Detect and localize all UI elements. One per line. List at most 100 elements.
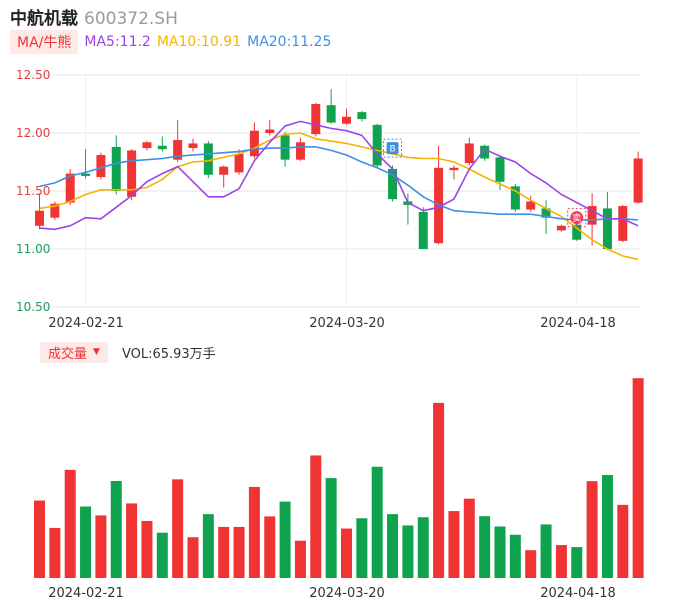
ma20-line (39, 146, 639, 221)
candle-body (234, 153, 244, 173)
y-tick-label: 11.50 (16, 184, 50, 198)
x-date-label: 2024-02-21 (48, 316, 124, 331)
volume-bar (371, 466, 383, 578)
candle-body (142, 142, 152, 149)
trade-marker-label: B (389, 145, 395, 155)
volume-bar (555, 545, 567, 578)
volume-bar (525, 550, 537, 578)
candle-body (618, 206, 628, 241)
caret-down-icon: ▼ (93, 347, 100, 357)
candle-body (633, 158, 643, 203)
candle-body (35, 210, 44, 226)
volume-bar (64, 469, 76, 578)
volume-bar (294, 540, 306, 578)
candle-body (203, 143, 213, 175)
volume-bar (187, 537, 199, 578)
candle-body (556, 225, 566, 231)
volume-bar (126, 503, 138, 578)
volume-bar (80, 506, 92, 578)
volume-bar (248, 486, 260, 578)
volume-bar (325, 478, 337, 578)
trade-marker-frame (567, 208, 587, 228)
ma20-label: MA20:11.25 (247, 34, 332, 50)
candle-body (449, 167, 459, 171)
candle-body (50, 203, 60, 218)
candle-body (127, 150, 137, 197)
volume-bar (233, 526, 245, 578)
sell-marker-icon (570, 211, 584, 225)
volume-bar (540, 524, 552, 578)
candle-body (173, 139, 183, 160)
volume-bar (632, 378, 644, 578)
candle-body (388, 168, 398, 200)
candle-body (311, 104, 321, 135)
stock-code: 600372.SH (84, 9, 178, 29)
volume-bar (479, 516, 491, 578)
volume-bar (49, 527, 61, 578)
volume-bar (586, 481, 598, 578)
volume-bar (95, 515, 107, 578)
candle-body (96, 155, 106, 178)
candle-body (265, 129, 275, 133)
volume-bar (264, 516, 276, 578)
volume-bar (387, 514, 399, 578)
volume-bar (494, 526, 506, 578)
candle-body (372, 124, 382, 166)
candle-body (510, 186, 520, 210)
volume-selector-button[interactable]: 成交量 ▼ (40, 341, 108, 363)
volume-value: VOL:65.93万手 (121, 346, 216, 362)
volume-bar (463, 498, 475, 578)
volume-bar (601, 475, 613, 578)
candle-body (495, 157, 505, 182)
candle-body (65, 173, 75, 203)
y-tick-label: 12.00 (16, 126, 50, 140)
x-date-label: 2024-04-18 (540, 316, 616, 331)
volume-bar (310, 455, 322, 578)
stock-name: 中航机载 (10, 9, 78, 29)
volume-bar (218, 526, 230, 578)
candle-body (541, 208, 551, 218)
ma5-label: MA5:11.2 (84, 34, 151, 50)
volume-bar (356, 518, 368, 578)
volume-bar (110, 480, 122, 578)
volume-bar (509, 534, 521, 578)
ma-legend: MA/牛熊 MA5:11.2 MA10:10.91 MA20:11.25 (10, 30, 337, 54)
candle-body (572, 224, 582, 240)
volume-x-date-label: 2024-03-20 (309, 586, 385, 601)
candle-body (295, 142, 305, 160)
candle-body (111, 146, 121, 191)
candle-body (526, 201, 536, 210)
volume-bar (34, 500, 45, 578)
volume-bar (341, 528, 352, 578)
x-date-label: 2024-03-20 (309, 316, 385, 331)
stock-title: 中航机载 600372.SH (10, 4, 178, 29)
candle-body (326, 105, 336, 123)
y-tick-label: 11.00 (16, 242, 50, 256)
volume-bar (417, 517, 429, 578)
ma10-label: MA10:10.91 (156, 34, 242, 50)
candle-body (602, 208, 612, 249)
trade-marker-frame (383, 138, 403, 158)
candle-body (587, 206, 597, 225)
candle-body (157, 145, 167, 150)
volume-x-date-label: 2024-02-21 (48, 586, 124, 601)
volume-bar (279, 501, 291, 578)
volume-bar (141, 520, 153, 578)
buy-marker-icon (386, 142, 399, 155)
volume-legend: 成交量 ▼ VOL:65.93万手 (40, 341, 216, 363)
candle-body (342, 116, 351, 124)
candle-body (357, 112, 367, 120)
volume-bar (402, 525, 414, 578)
volume-bar (172, 479, 184, 578)
ma-selector-button[interactable]: MA/牛熊 (10, 30, 79, 54)
candle-body (188, 143, 198, 149)
candle-body (249, 130, 259, 157)
volume-bar (571, 547, 583, 578)
volume-bar (156, 532, 168, 578)
volume-bar (433, 402, 445, 578)
ma5-line (39, 120, 639, 231)
candle-body (464, 143, 474, 164)
candle-body (81, 173, 91, 176)
candle-body (219, 166, 229, 175)
